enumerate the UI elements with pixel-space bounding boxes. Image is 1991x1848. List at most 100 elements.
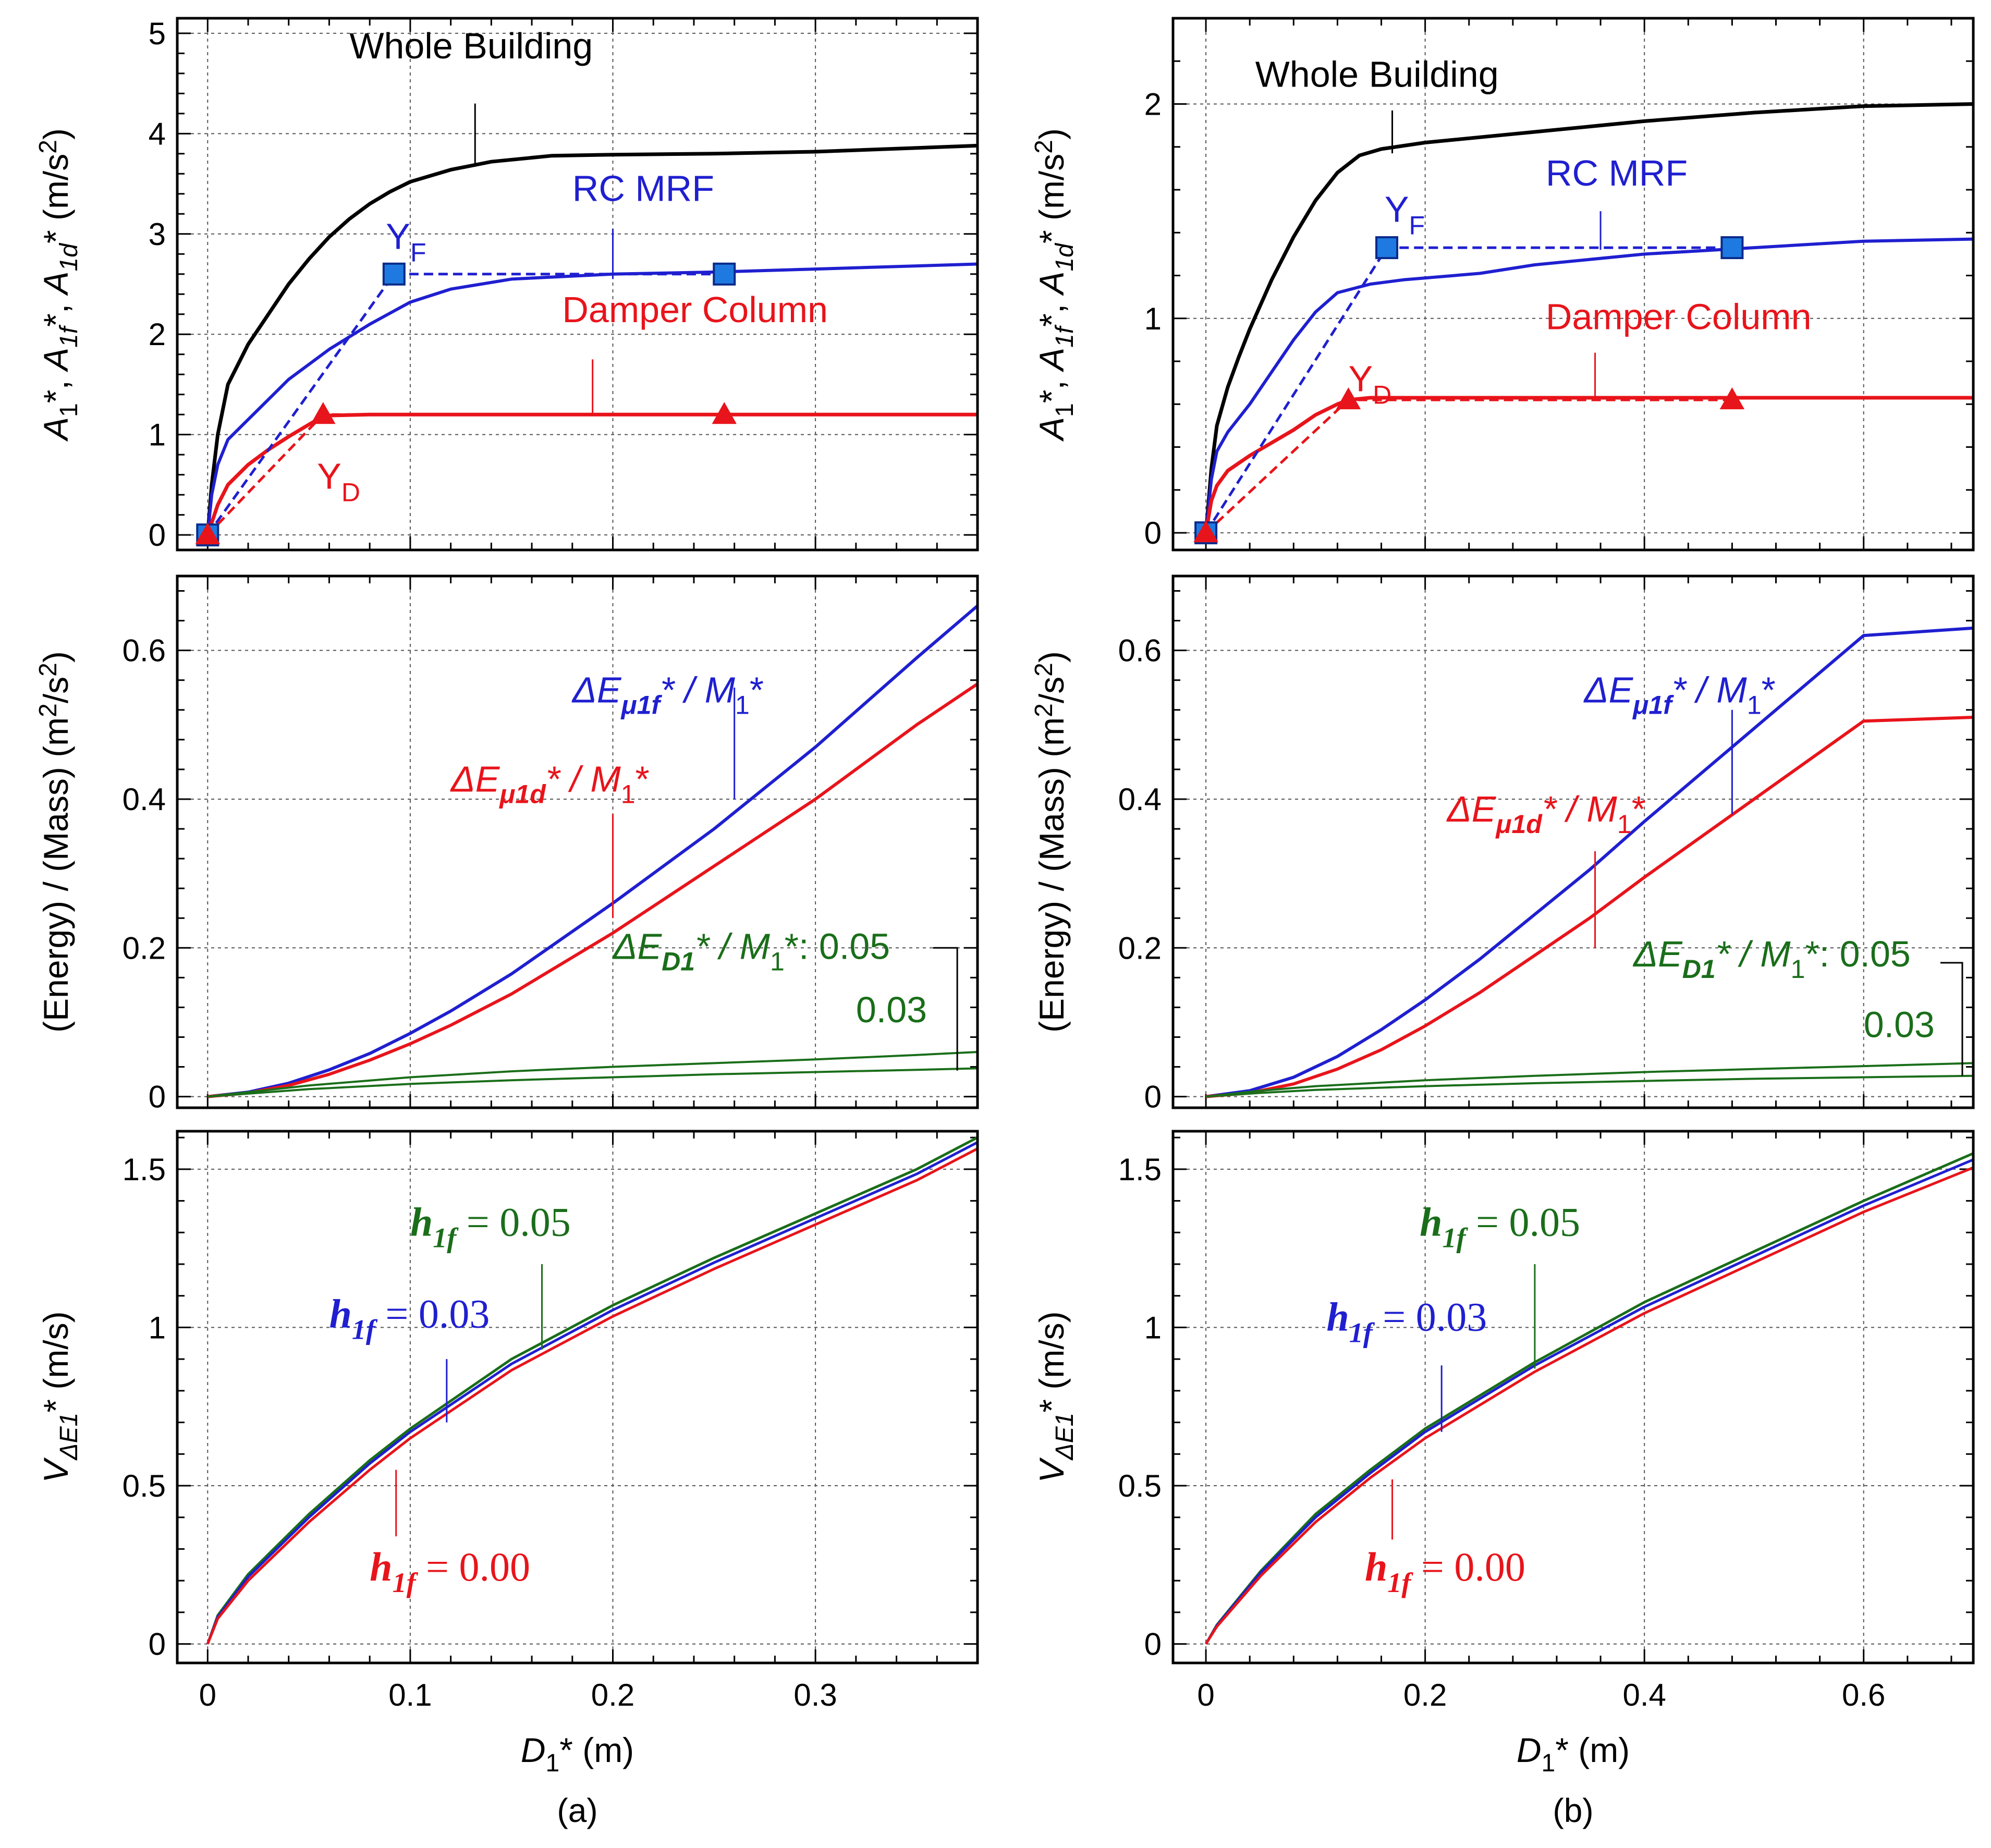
y-axis-title: A1*, A1f*, A1d* (m/s2) xyxy=(1030,128,1079,442)
y-tick-label: 1 xyxy=(149,1310,166,1345)
energy-label: ΔEμ1f* / M1* xyxy=(1583,670,1776,720)
triangle-marker xyxy=(1719,387,1745,410)
series-line-blue xyxy=(206,1141,978,1645)
chart-panel-a-force: 0 1 2 3 4 5 Whole Building RC MRF Damper Column Y… xyxy=(34,16,979,553)
yield-point-label: YD xyxy=(317,456,360,507)
plot-frame xyxy=(1171,17,1975,552)
x-axis-title: D1* (m) xyxy=(521,1731,634,1777)
x-tick-label: 0.3 xyxy=(793,1678,837,1712)
bracket-line xyxy=(1940,962,1963,1076)
plot-frame xyxy=(176,1130,979,1665)
chart-panel-b-energy: 0 0.2 0.4 0.6 ΔEμ1f* / M1* ΔEμ1d* / M1* ΔED1* … xyxy=(1030,574,1975,1115)
x-tick-label: 0.4 xyxy=(1622,1678,1666,1712)
x-tick-label: 0 xyxy=(199,1678,216,1712)
damping-value-label: 0.03 xyxy=(1864,1004,1935,1045)
x-tick-label: 0.6 xyxy=(1842,1678,1885,1712)
y-axis-title: (Energy) / (Mass) (m2/s2) xyxy=(1030,651,1071,1033)
series-label: RC MRF xyxy=(1546,153,1688,193)
series-line-blue xyxy=(1205,626,1973,1098)
damping-label: h1f = 0.05 xyxy=(410,1199,571,1253)
plot-frame xyxy=(176,17,979,552)
energy-label: ΔEμ1d* / M1* xyxy=(450,759,650,809)
triangle-marker xyxy=(1336,387,1361,410)
y-tick-label: 0 xyxy=(1144,516,1162,550)
series-line-blue xyxy=(1204,1158,1973,1645)
y-tick-label: 5 xyxy=(149,16,166,51)
x-tick-label: 0.1 xyxy=(388,1678,432,1712)
series-line-red xyxy=(1205,716,1973,1098)
y-axis-title: (Energy) / (Mass) (m2/s2) xyxy=(34,651,75,1033)
series-line-green xyxy=(207,1067,978,1098)
triangle-marker xyxy=(195,522,221,545)
series-line-green xyxy=(206,1136,978,1645)
y-tick-label: 0 xyxy=(1144,1080,1162,1115)
damping-label: h1f = 0.05 xyxy=(1420,1199,1580,1253)
y-tick-label: 0.2 xyxy=(123,931,166,965)
y-axis-title: VΔE1* (m/s) xyxy=(1032,1311,1079,1483)
y-axis-title: VΔE1* (m/s) xyxy=(36,1311,83,1483)
y-tick-label: 0.6 xyxy=(1118,633,1162,668)
yield-point-label: YF xyxy=(1385,189,1425,240)
yield-point-label: YF xyxy=(386,216,426,267)
series-label: Whole Building xyxy=(349,26,593,66)
series-line-blue-dashed xyxy=(1204,246,1732,534)
plot-frame xyxy=(176,574,979,1109)
series-line-black xyxy=(205,143,978,535)
y-tick-label: 1 xyxy=(149,418,166,452)
y-tick-label: 4 xyxy=(149,116,166,151)
square-marker xyxy=(1720,236,1744,260)
bracket-line xyxy=(933,947,958,1071)
plot-frame xyxy=(1171,1130,1975,1665)
y-tick-label: 0.6 xyxy=(123,633,166,668)
series-line-red xyxy=(206,1147,978,1645)
series-line-blue-dashed xyxy=(206,273,725,536)
y-tick-label: 1.5 xyxy=(123,1152,166,1187)
series-line-green xyxy=(1204,1152,1973,1645)
x-tick-label: 0.2 xyxy=(591,1678,634,1712)
square-marker xyxy=(713,262,736,286)
triangle-marker xyxy=(712,402,737,424)
series-label: Damper Column xyxy=(1546,296,1812,337)
chart-panel-b-velocity: 0 0.5 1 1.5 0 0.2 0.4 0.6 h1f = 0.05 h1f = 0.03 h1… xyxy=(1032,1130,1975,1829)
series-label: RC MRF xyxy=(572,168,714,209)
panel-label: (b) xyxy=(1553,1792,1593,1829)
plot-frame xyxy=(1171,574,1975,1109)
damping-label: h1f = 0.00 xyxy=(370,1544,530,1598)
chart-panel-a-velocity: 0 0.5 1 1.5 0 0.1 0.2 0.3 h1f = 0.05 h1f = 0.03 h1… xyxy=(36,1130,979,1829)
chart-panel-a-energy: 0 0.2 0.4 0.6 ΔEμ1f* / M1* ΔEμ1d* / M1* ΔED1* … xyxy=(34,574,979,1115)
triangle-marker xyxy=(1193,520,1218,543)
series-line-green xyxy=(207,1051,978,1098)
x-tick-label: 0.2 xyxy=(1403,1678,1447,1712)
series-line-red xyxy=(1204,1166,1973,1645)
square-marker xyxy=(382,262,406,286)
y-tick-label: 2 xyxy=(1144,87,1162,122)
chart-panel-b-force: 0 1 2 Whole Building RC MRF Damper Column YF YD… xyxy=(1030,17,1975,552)
triangle-marker xyxy=(311,402,336,424)
y-tick-label: 1 xyxy=(1144,301,1162,336)
series-label: Damper Column xyxy=(562,289,828,330)
series-line-blue xyxy=(207,604,978,1098)
damping-value-label: 0.03 xyxy=(856,989,927,1030)
energy-label: ΔEμ1f* / M1* xyxy=(571,670,764,720)
square-marker xyxy=(1375,236,1399,260)
y-tick-label: 0 xyxy=(149,1080,166,1115)
y-tick-label: 2 xyxy=(149,317,166,352)
series-line-green xyxy=(1205,1062,1973,1098)
x-tick-label: 0 xyxy=(1197,1678,1214,1712)
damping-label: h1f = 0.03 xyxy=(1326,1294,1487,1349)
y-tick-label: 0 xyxy=(149,1627,166,1662)
series-line-black xyxy=(1204,102,1973,533)
y-tick-label: 1 xyxy=(1144,1310,1162,1345)
series-line-red-dashed xyxy=(206,413,725,536)
energy-label: ΔED1* / M1*: 0.05 xyxy=(1632,934,1911,984)
x-axis-title: D1* (m) xyxy=(1517,1731,1630,1777)
series-line-blue xyxy=(1204,237,1973,533)
damping-label: h1f = 0.03 xyxy=(329,1291,490,1345)
damping-label: h1f = 0.00 xyxy=(1365,1544,1525,1598)
y-tick-label: 0 xyxy=(149,518,166,553)
y-tick-label: 0.5 xyxy=(1118,1468,1162,1503)
y-tick-label: 3 xyxy=(149,217,166,252)
y-tick-label: 0.5 xyxy=(123,1468,166,1503)
series-label: Whole Building xyxy=(1255,54,1499,95)
